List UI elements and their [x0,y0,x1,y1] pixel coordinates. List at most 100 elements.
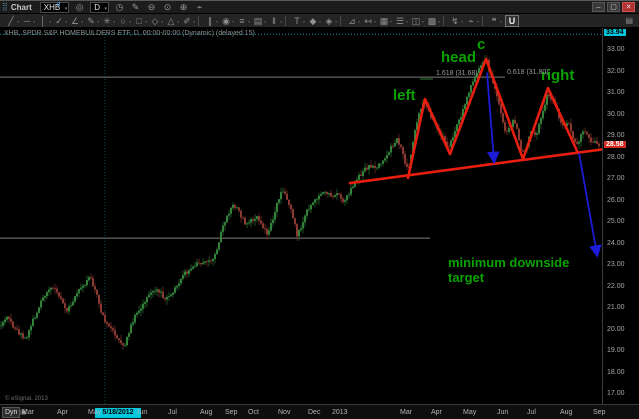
fib-fan-tool-icon[interactable]: ▤ [250,15,266,28]
time-axis[interactable]: Dyn ▣ 5/18/2012 Mar Apr May Jun Jul Aug Sep Oct… [0,404,639,419]
window-title: Chart [10,2,32,12]
price-chart-svg [0,33,602,404]
marker-tool-icon[interactable]: ✎ [83,15,99,28]
fib-label-0618: 0.618 (31.80) [507,69,549,76]
horizontal-line-tool-icon[interactable]: ─ [19,15,35,28]
annotation-right-shoulder: right [541,67,575,84]
attach-tool-icon[interactable]: ⌁ [463,15,479,28]
zoom-in-icon[interactable]: ⊕ [179,1,188,12]
price-tick-label: 25.00 [607,218,625,225]
angle-tool-icon[interactable]: ∠ [67,15,83,28]
chat-icon[interactable]: ❝ [486,15,502,28]
high-price-marker: 33.94 [604,29,626,36]
price-tick-label: 33.00 [607,46,625,53]
minimize-button[interactable]: – [592,2,605,12]
time-tick-label: May [463,409,477,416]
price-tick-label: 23.00 [607,261,625,268]
star-tool-icon[interactable]: ✳ [99,15,115,28]
time-tick-label: Jun [136,409,148,416]
price-tick-label: 20.00 [607,325,625,333]
toolbar-separator [482,15,483,26]
cycle-tool-icon[interactable]: ⊿ [344,15,360,28]
symbol-description: XHB, SPDR S&P HOMEBUILDERS ETF, D, 00:00… [4,30,255,37]
pitchfork-tool-icon[interactable]: ✓ [51,15,67,28]
chevron-down-icon: ▾ [64,5,68,12]
symbol-search-icon[interactable]: ◎ [75,1,84,12]
time-template-icon[interactable]: ▣ [20,409,27,416]
annotation-c: c [477,36,486,53]
interval-select[interactable]: D ▾ [90,1,109,13]
time-tick-label: Sep [593,409,606,416]
symbol-input[interactable]: XHB d ▾ [39,1,70,13]
boxes-tool-icon[interactable]: ◫ [408,15,424,28]
time-tick-label: Mar [22,409,35,416]
price-tick-label: 19.00 [607,347,625,354]
price-tick-label: 22.00 [607,282,625,290]
callout-tool-icon[interactable]: ◈ [321,15,337,28]
price-tick-label: 18.00 [607,368,625,376]
underline-button[interactable]: U [505,14,519,27]
time-tick-label: May [88,409,102,416]
time-tick-label: Jul [168,409,177,416]
window-grip-icon[interactable]: ⣿ [2,2,8,11]
maximize-button[interactable]: ▢ [607,2,620,12]
arrow-tool-icon[interactable]: ↤ [360,15,376,28]
brush-tool-icon[interactable]: ✐ [179,15,195,28]
pattern-tool-icon[interactable]: ▩ [424,15,440,28]
time-tick-label: Nov [278,409,291,416]
symbol-badge: d [56,1,61,8]
page-icon[interactable]: ▤ [625,16,633,25]
grid-tool-icon[interactable]: ▦ [376,15,392,28]
price-axis[interactable]: 33.00 32.00 31.00 30.00 29.00 28.00 27.00 26.00… [602,28,639,404]
trend-line-tool-icon[interactable]: ╱ [3,15,19,28]
window-controls: – ▢ ✕ [592,2,637,12]
time-tick-label: Mar [400,409,413,416]
price-tick-label: 28.00 [607,153,625,161]
regression-tool-icon[interactable]: ‖ [266,15,282,28]
triangle-tool-icon[interactable]: △ [163,15,179,28]
highlighted-date: 5/18/2012 [95,408,141,418]
price-tick-label: 31.00 [607,89,625,96]
toolbar-separator [285,15,286,26]
price-tick-label: 29.00 [607,132,625,139]
symbol-value: XHB [43,2,61,12]
chart-area[interactable]: XHB, SPDR S&P HOMEBUILDERS ETF, D, 00:00… [0,28,602,404]
zigzag-tool-icon[interactable]: ↯ [447,15,463,28]
pencil-edit-icon[interactable]: ✎ [131,1,140,12]
fib-retracement-tool-icon[interactable]: ≡ [234,15,250,28]
lines-tool-icon[interactable]: ☰ [392,15,408,28]
last-price-marker: 28.58 [604,141,626,149]
dyn-button[interactable]: Dyn [2,407,21,418]
fib-label-1618: 1.618 (31.68) [436,70,478,77]
shape-tool-icon[interactable]: ◆ [305,15,321,28]
fib-circle-tool-icon[interactable]: ◉ [218,15,234,28]
text-tool-icon[interactable]: T [289,15,305,28]
toolbar-separator [340,15,341,26]
toolbar-separator [198,15,199,26]
time-tick-label: Aug [560,409,573,416]
time-tick-label: Jul [527,409,536,416]
close-button[interactable]: ✕ [622,2,635,12]
annotation-head: head [441,49,477,66]
interval-value: D [94,2,100,12]
vertical-line-tool-icon[interactable]: │ [35,15,51,28]
rectangle-tool-icon[interactable]: □ [131,15,147,28]
price-tick-label: 30.00 [607,110,625,118]
clock-icon[interactable]: ◷ [115,1,124,12]
zoom-out-icon[interactable]: ⊖ [147,1,156,12]
price-tick-label: 21.00 [607,304,625,311]
titlebar: ⣿ Chart XHB d ▾ ◎ D ▾ ◷ ✎ ⊖ ⊙ ⊕ ⌁ – ▢ ✕ [0,1,639,14]
link-icon[interactable]: ⌁ [196,1,203,12]
time-tick-label: Sep [225,409,238,416]
parallel-channel-tool-icon[interactable]: ∥ [202,15,218,28]
annotation-downside-target: minimum downside target [448,255,570,285]
time-tick-label: Apr [431,409,442,416]
annotation-left-shoulder: left [393,87,416,104]
time-tick-label: Dec [308,409,321,416]
time-tick-label: Apr [57,409,68,416]
polygon-tool-icon[interactable]: ◇ [147,15,163,28]
reset-view-icon[interactable]: ⊙ [163,1,172,12]
ellipse-tool-icon[interactable]: ○ [115,15,131,28]
price-tick-label: 26.00 [607,196,625,204]
